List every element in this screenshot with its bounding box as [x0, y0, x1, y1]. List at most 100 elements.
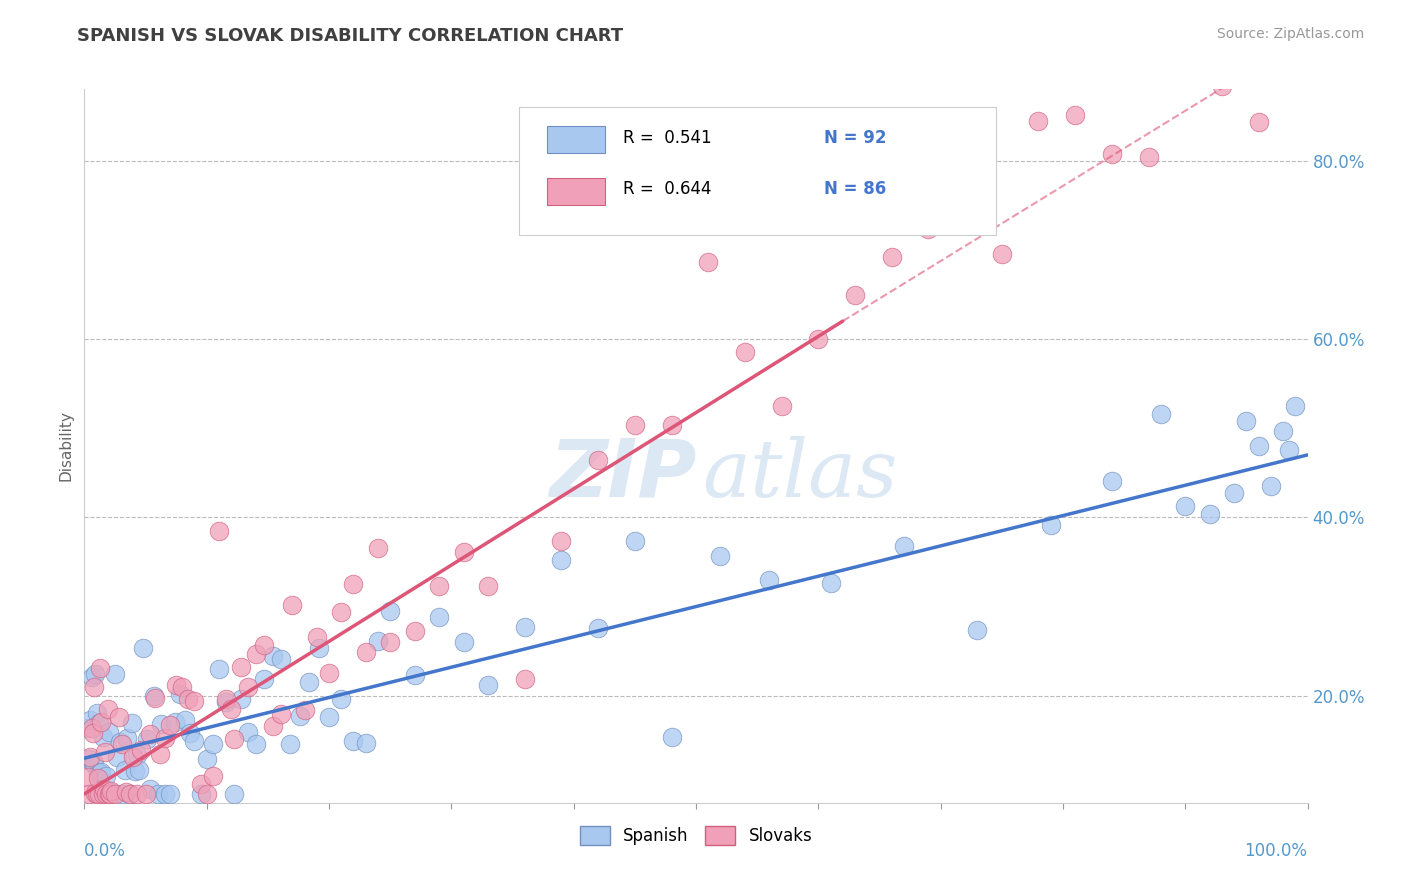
Point [1236, 414, 1258, 428]
Point [179, 726, 201, 740]
Point [1137, 150, 1160, 164]
Point [308, 640, 330, 655]
Point [1260, 478, 1282, 492]
Point [709, 549, 731, 563]
Point [966, 623, 988, 637]
Point [122, 749, 145, 764]
Point [734, 344, 756, 359]
Point [222, 731, 245, 746]
Point [115, 785, 138, 799]
Text: ZIP: ZIP [548, 435, 696, 514]
Point [146, 787, 169, 801]
Point [380, 635, 402, 649]
Point [100, 787, 122, 801]
Point [89, 765, 111, 780]
Point [93, 782, 115, 797]
Point [219, 702, 242, 716]
Point [80, 721, 103, 735]
Point [143, 690, 166, 705]
Point [135, 731, 157, 746]
Point [86, 787, 108, 801]
Point [139, 782, 162, 797]
Point [229, 692, 252, 706]
Y-axis label: Disability: Disability [58, 410, 73, 482]
Text: N = 92: N = 92 [824, 128, 887, 146]
Point [114, 764, 136, 778]
Point [86, 706, 108, 720]
Point [1174, 64, 1197, 78]
Point [79, 749, 101, 764]
Point [270, 652, 292, 666]
Point [238, 680, 260, 694]
Legend: Spanish, Slovaks: Spanish, Slovaks [574, 819, 818, 852]
Point [844, 288, 866, 302]
Point [97, 702, 120, 716]
Point [281, 598, 304, 612]
Point [1028, 114, 1050, 128]
Point [245, 738, 267, 752]
Point [367, 541, 389, 556]
Point [121, 716, 143, 731]
FancyBboxPatch shape [519, 107, 995, 235]
Point [880, 250, 903, 264]
Point [84, 786, 107, 800]
Point [77, 787, 100, 801]
Point [82, 726, 104, 740]
Bar [547, 127, 606, 153]
Point [91, 731, 114, 745]
Point [87, 766, 110, 780]
Point [143, 689, 166, 703]
Point [104, 667, 127, 681]
Point [253, 638, 276, 652]
Point [1101, 147, 1123, 161]
Point [1039, 517, 1062, 532]
Point [305, 630, 328, 644]
Point [1247, 114, 1270, 128]
Point [1101, 475, 1123, 489]
Point [477, 678, 499, 692]
Point [404, 668, 426, 682]
Point [132, 641, 155, 656]
Point [215, 695, 238, 709]
Point [991, 247, 1014, 261]
Text: N = 86: N = 86 [824, 180, 887, 198]
Point [111, 737, 134, 751]
Point [477, 579, 499, 593]
Point [98, 787, 121, 801]
Point [1211, 78, 1233, 93]
Point [97, 725, 120, 739]
Point [90, 714, 112, 729]
Point [163, 714, 186, 729]
Point [96, 787, 118, 801]
Point [661, 730, 683, 744]
Point [208, 524, 231, 539]
Point [79, 714, 101, 728]
Point [262, 649, 284, 664]
Point [111, 787, 134, 801]
Point [169, 687, 191, 701]
Point [330, 605, 353, 619]
Point [427, 609, 450, 624]
Point [89, 661, 111, 675]
Point [128, 763, 150, 777]
Point [139, 727, 162, 741]
Point [917, 222, 939, 236]
Point [278, 737, 301, 751]
Point [77, 770, 100, 784]
Point [91, 787, 114, 801]
Point [77, 752, 100, 766]
Point [201, 769, 224, 783]
Point [173, 714, 195, 728]
Point [342, 734, 364, 748]
Point [108, 734, 131, 748]
Point [550, 533, 572, 548]
Point [215, 692, 238, 706]
Point [238, 725, 260, 739]
Text: SPANISH VS SLOVAK DISABILITY CORRELATION CHART: SPANISH VS SLOVAK DISABILITY CORRELATION… [77, 27, 623, 45]
Point [1272, 425, 1295, 439]
Point [150, 717, 173, 731]
Point [165, 678, 187, 692]
Point [758, 573, 780, 587]
Point [380, 604, 402, 618]
Point [195, 752, 218, 766]
